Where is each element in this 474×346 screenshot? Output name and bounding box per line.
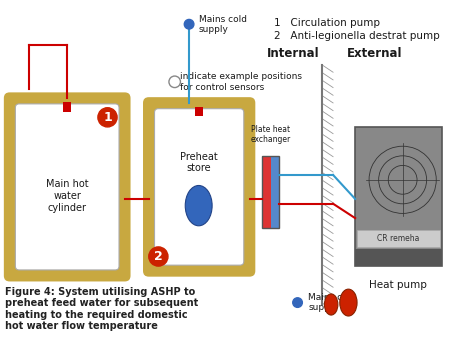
Text: Mains cold
supply: Mains cold supply (308, 293, 356, 312)
Text: 2: 2 (154, 250, 163, 263)
FancyBboxPatch shape (355, 249, 441, 266)
Circle shape (293, 298, 302, 307)
FancyBboxPatch shape (271, 156, 279, 228)
FancyBboxPatch shape (143, 97, 255, 277)
Text: External: External (346, 47, 402, 60)
Circle shape (149, 247, 168, 266)
Text: Internal: Internal (266, 47, 319, 60)
Text: Heat pump: Heat pump (369, 280, 427, 290)
Text: Main hot
water
cylinder: Main hot water cylinder (46, 180, 89, 213)
Text: Figure 4: System utilising ASHP to
preheat feed water for subsequent
heating to : Figure 4: System utilising ASHP to prehe… (5, 286, 198, 331)
Text: 1   Circulation pump: 1 Circulation pump (273, 18, 380, 28)
Circle shape (169, 76, 181, 88)
FancyBboxPatch shape (15, 104, 119, 270)
FancyBboxPatch shape (262, 156, 271, 228)
Text: Mains cold
supply: Mains cold supply (199, 15, 246, 34)
Ellipse shape (324, 294, 338, 315)
Ellipse shape (340, 289, 357, 316)
FancyBboxPatch shape (155, 109, 244, 265)
FancyBboxPatch shape (195, 107, 202, 116)
Text: Plate heat
exchanger: Plate heat exchanger (251, 125, 291, 144)
FancyBboxPatch shape (64, 102, 71, 111)
Text: Preheat
store: Preheat store (180, 152, 218, 173)
Text: CR remeha: CR remeha (377, 234, 419, 243)
Text: 1: 1 (103, 111, 112, 124)
FancyBboxPatch shape (357, 230, 439, 247)
Circle shape (184, 19, 194, 29)
Text: indicate example positions
for control sensors: indicate example positions for control s… (181, 72, 302, 91)
FancyBboxPatch shape (355, 127, 441, 266)
FancyBboxPatch shape (4, 92, 130, 281)
Text: 2   Anti-legionella destrat pump: 2 Anti-legionella destrat pump (273, 31, 439, 41)
Ellipse shape (185, 185, 212, 226)
Circle shape (98, 108, 117, 127)
